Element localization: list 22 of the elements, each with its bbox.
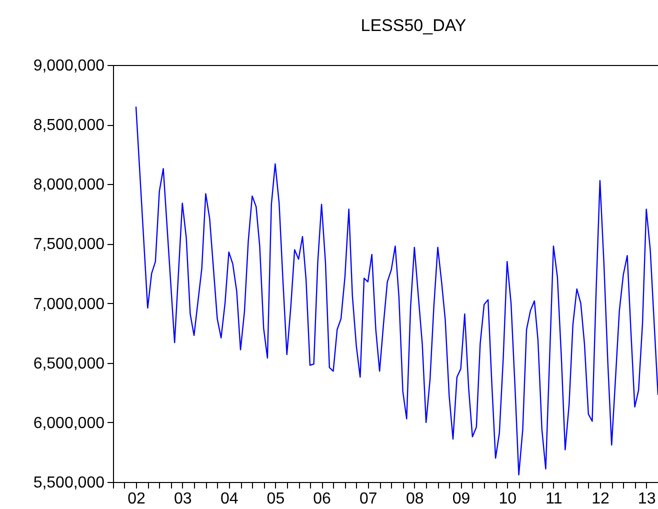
x-tick-label: 11 (546, 490, 562, 508)
y-tick-label: 7,500,000 (33, 236, 105, 254)
x-tick-label: 02 (128, 490, 146, 508)
x-tick-label: 10 (498, 490, 517, 508)
chart-title: LESS50_DAY (360, 16, 466, 35)
x-tick-label: 03 (174, 490, 192, 508)
y-tick-label: 8,500,000 (33, 117, 105, 134)
y-tick-label: 6,500,000 (33, 355, 105, 372)
y-tick-label: 6,000,000 (33, 414, 105, 432)
x-tick-label: 04 (220, 490, 238, 508)
line-series (135, 106, 658, 476)
y-tick-label: 8,000,000 (33, 176, 105, 194)
x-tick-label: 08 (406, 490, 424, 508)
x-tick-label: 06 (313, 490, 332, 508)
x-tick-label: 07 (360, 490, 378, 508)
y-tick-label: 9,000,000 (33, 58, 105, 74)
x-tick-label: 05 (266, 490, 285, 508)
x-tick-label: 09 (452, 490, 470, 508)
y-tick-label: 7,000,000 (33, 296, 105, 313)
y-tick-label: 5,500,000 (33, 474, 105, 492)
x-tick-label: 13 (638, 490, 656, 508)
x-tick-label: 12 (592, 490, 610, 508)
